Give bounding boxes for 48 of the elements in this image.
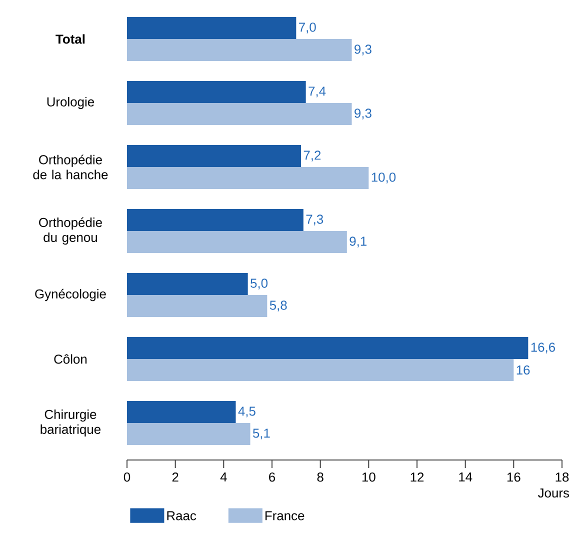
bar [127,230,347,253]
y-tick-label: Chirurgie bariatrique [40,409,100,437]
data-label: 5,8 [270,300,287,312]
bar [127,208,304,231]
bar [127,295,268,317]
bar [127,273,248,295]
data-label: 4,5 [238,406,256,418]
x-tick-label: 2 [172,472,178,482]
data-label: 16,6 [531,342,556,354]
bar [127,166,369,189]
legend-label: France [265,511,304,520]
data-label: 9,1 [350,236,366,248]
data-label: 10,0 [372,172,396,184]
data-label: 7,4 [308,86,326,98]
data-label: 9,3 [354,44,372,56]
x-tick-label: 6 [269,472,276,482]
x-tick-label: 14 [459,472,472,482]
bar [127,423,250,446]
data-label: 7,0 [299,22,316,34]
y-tick-label: Côlon [54,354,87,364]
y-tick-label: Orthopédie du genou [39,217,102,245]
x-tick-label: 4 [220,472,227,482]
bar [127,359,514,382]
legend-label: Raac [167,511,196,520]
bar [127,102,352,125]
bar [127,337,528,360]
bar [127,38,352,61]
bar [127,401,236,424]
bar [127,16,296,39]
x-tick-label: 10 [362,472,376,482]
data-label: 5,0 [250,278,268,290]
x-axis-title: Jours [538,488,570,498]
x-tick-label: 18 [556,472,569,482]
bar [127,80,306,103]
data-label: 5,1 [252,428,270,440]
data-label: 16 [516,365,530,375]
y-tick-label: Orthopédie de la hanche [33,154,108,180]
y-tick-label: Gynécologie [35,288,106,302]
data-label: 9,3 [354,108,372,120]
x-tick-label: 12 [410,472,424,482]
x-tick-label: 8 [317,472,324,482]
y-tick-label: Urologie [47,96,94,110]
y-tick-label: Total [56,34,85,44]
data-label: 7,3 [306,214,324,226]
data-label: 7,2 [304,150,321,162]
x-tick-label: 0 [124,472,130,482]
bar [127,144,301,167]
x-tick-label: 16 [507,472,520,482]
